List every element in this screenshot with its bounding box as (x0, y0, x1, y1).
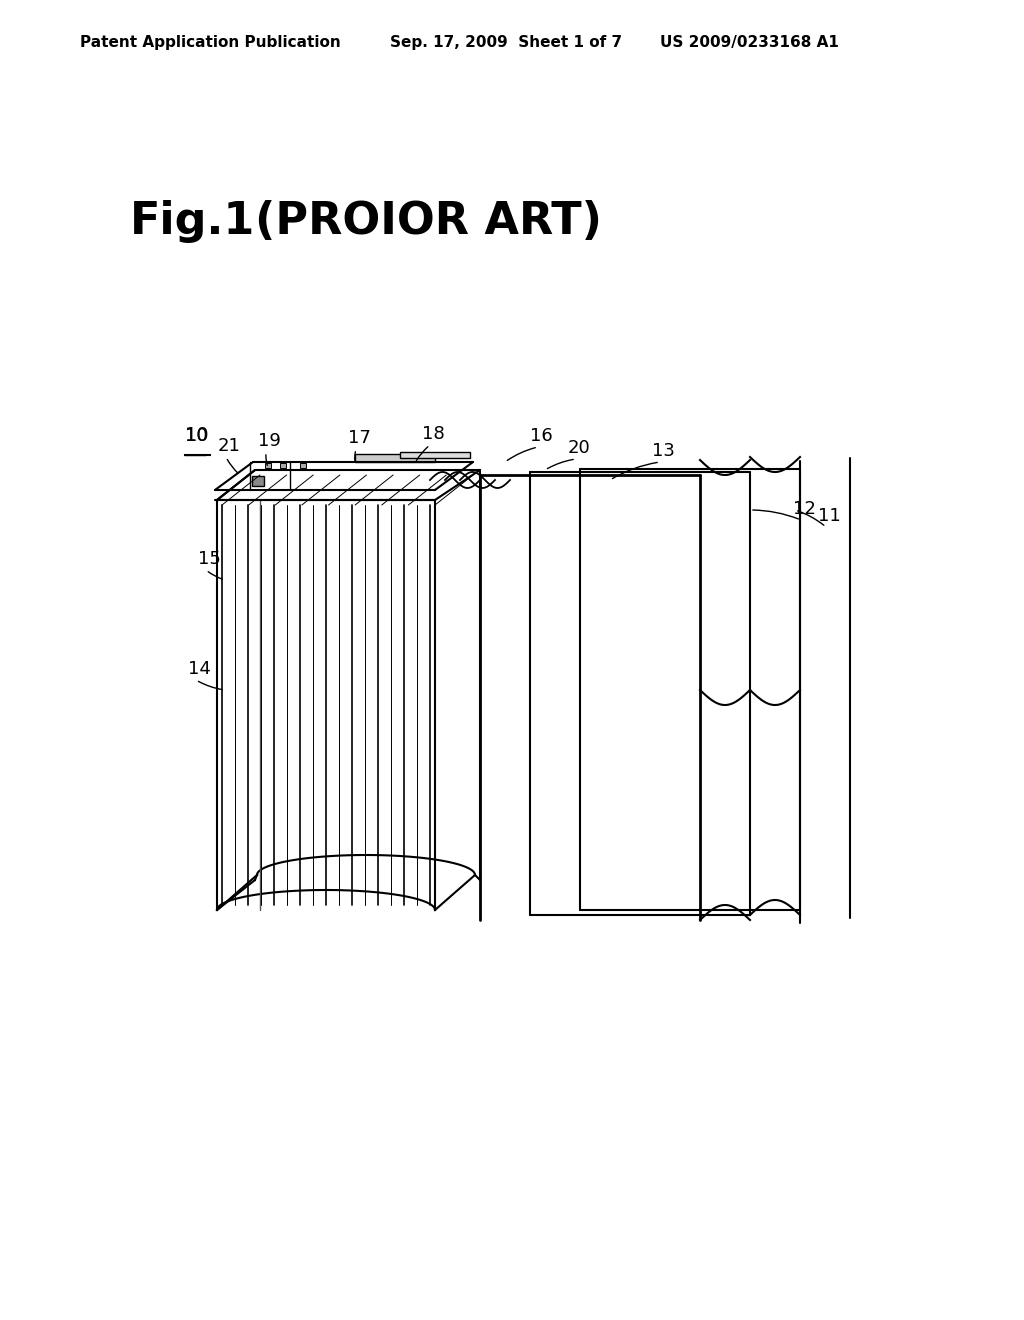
Text: Fig.1: Fig.1 (130, 201, 255, 243)
Text: 19: 19 (258, 432, 281, 450)
Text: (PROIOR ART): (PROIOR ART) (255, 201, 602, 243)
Bar (252, 477, 264, 486)
Bar (280, 463, 286, 469)
Text: Sep. 17, 2009  Sheet 1 of 7: Sep. 17, 2009 Sheet 1 of 7 (390, 36, 623, 50)
Text: 12: 12 (793, 500, 816, 517)
Text: 21: 21 (218, 437, 241, 455)
Bar (400, 451, 470, 458)
Text: 18: 18 (422, 425, 444, 444)
Text: US 2009/0233168 A1: US 2009/0233168 A1 (660, 36, 839, 50)
Text: 17: 17 (348, 429, 371, 447)
Bar (300, 463, 306, 469)
Text: 10: 10 (185, 426, 210, 445)
Text: 15: 15 (198, 550, 221, 568)
Text: 11: 11 (818, 507, 841, 525)
Text: Patent Application Publication: Patent Application Publication (80, 36, 341, 50)
Bar (265, 463, 271, 469)
Text: 14: 14 (188, 660, 211, 678)
Text: 10: 10 (185, 426, 208, 445)
Text: 13: 13 (652, 442, 675, 459)
Text: 20: 20 (568, 440, 591, 457)
Bar (355, 454, 435, 462)
Text: 16: 16 (530, 426, 553, 445)
